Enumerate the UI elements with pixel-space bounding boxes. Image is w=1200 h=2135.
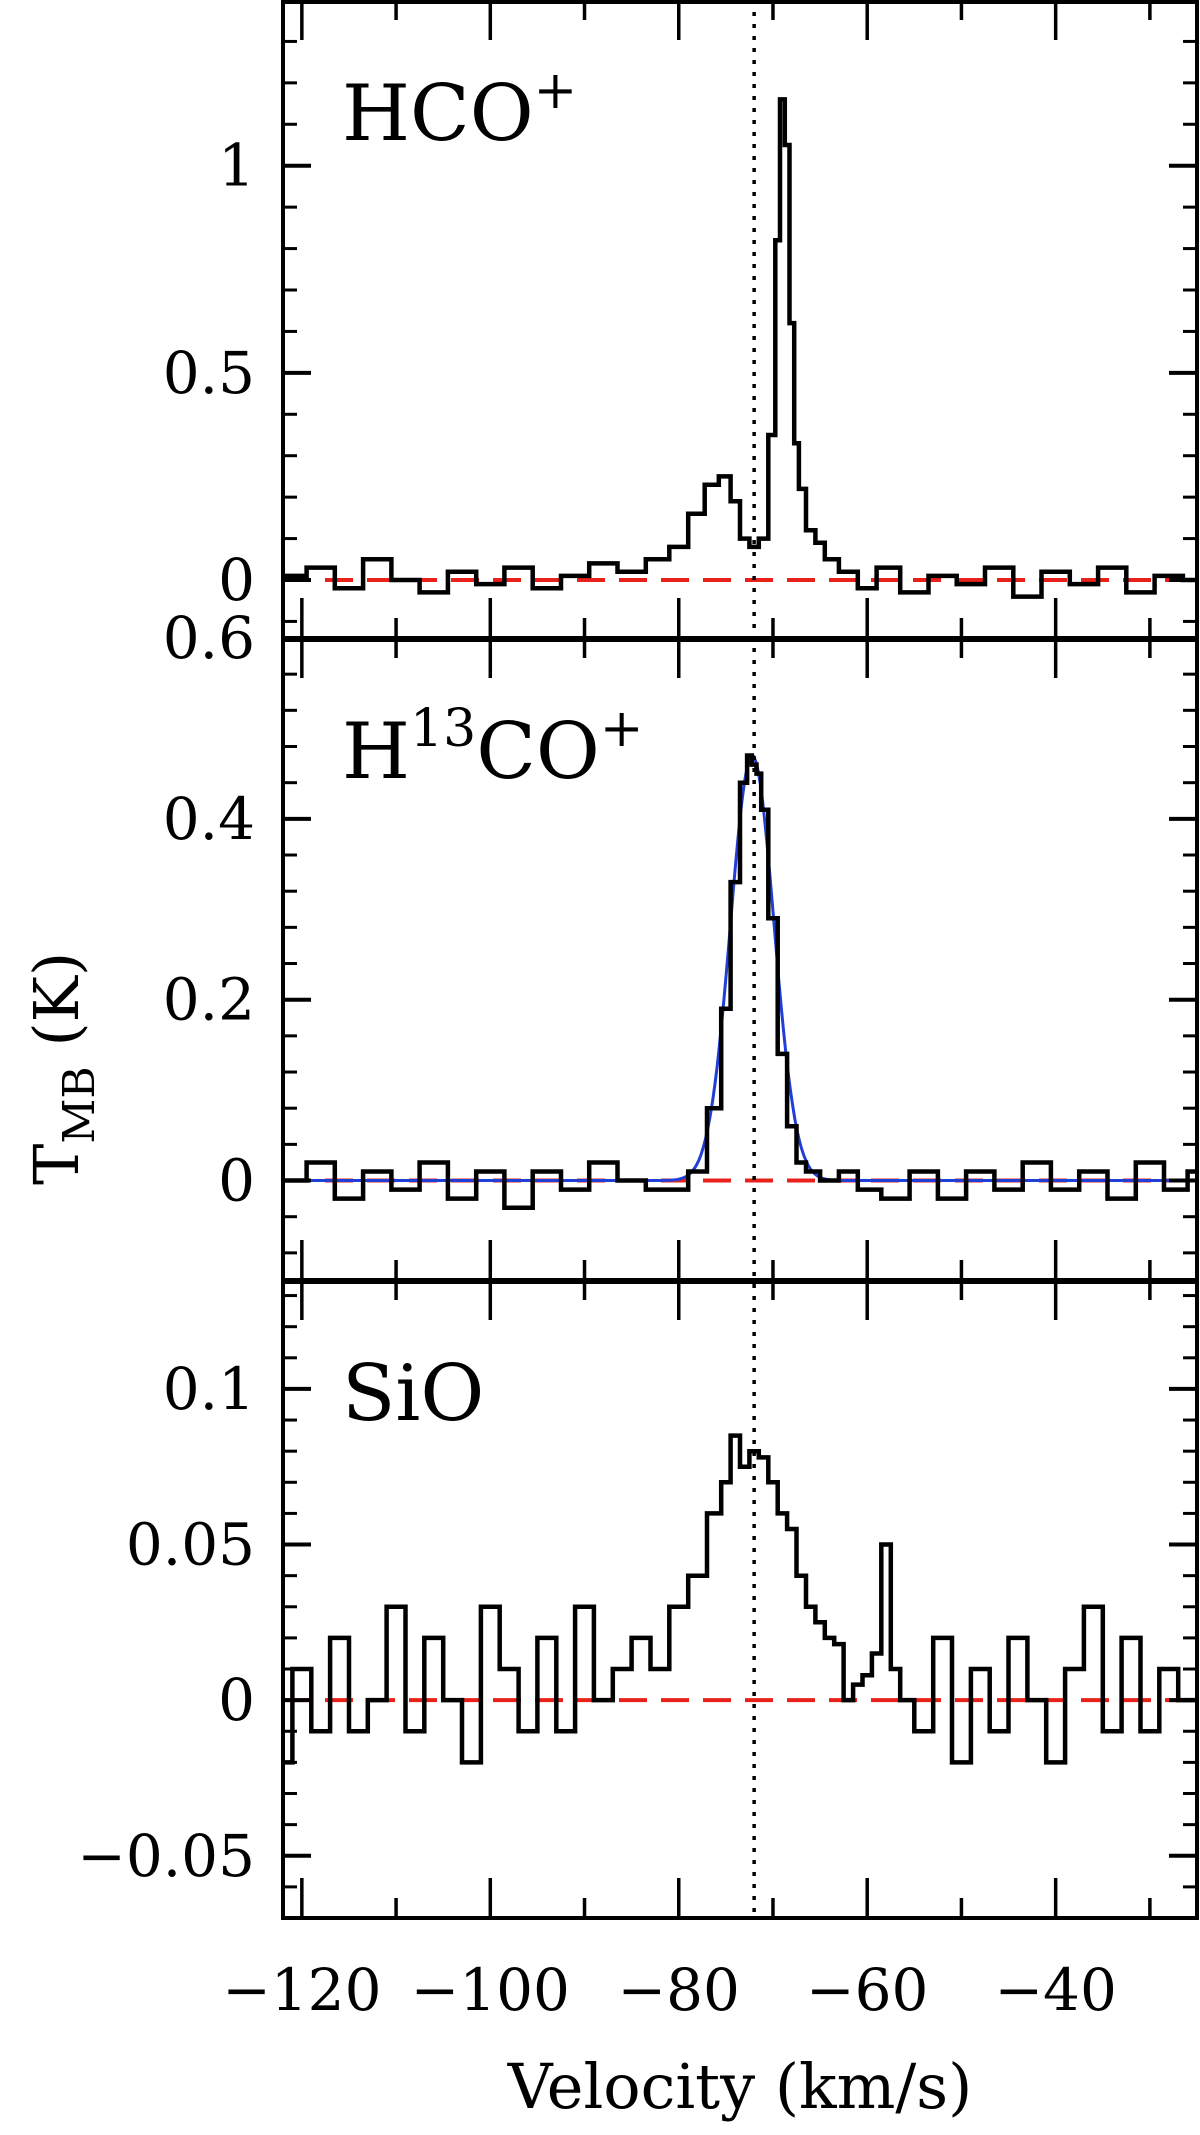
panel-2-ytick-label: 0	[218, 1147, 255, 1215]
panel-3-ytick-label: −0.05	[77, 1822, 255, 1890]
panel-3-frame	[281, 1280, 1199, 1920]
panel-3-ytick-label: 0.05	[126, 1511, 255, 1579]
xtick-label: −80	[618, 1956, 740, 2024]
panel-1-molecule-label: HCO+	[342, 61, 577, 159]
panel-2-ytick-label: 0.4	[163, 785, 255, 853]
xtick-label: −120	[222, 1956, 381, 2024]
xtick-label: −40	[994, 1956, 1116, 2024]
panel-3-molecule-label: SiO	[342, 1349, 484, 1439]
panel-2-molecule-label: H13CO+	[342, 699, 643, 797]
panel-2-ytick-label: 0.6	[163, 604, 255, 672]
panel-1-spectrum-line	[283, 97, 1197, 599]
xtick-label: −100	[411, 1956, 570, 2024]
panel-2-ytick-label: 0.2	[163, 966, 255, 1034]
panel-1-ytick-label: 1	[218, 132, 255, 200]
x-axis-title: Velocity (km/s)	[507, 2050, 973, 2123]
y-axis-title: TMB (K)	[20, 952, 105, 1185]
panel-1-ytick-label: 0	[218, 546, 255, 614]
xtick-label: −60	[806, 1956, 928, 2024]
panel-3-ytick-label: 0.1	[163, 1355, 255, 1423]
panel-3-ytick-label: 0	[218, 1666, 255, 1734]
panel-3-spectrum-line	[283, 1433, 1197, 1765]
panel-2-spectrum-line	[283, 753, 1197, 1210]
panel-1-ytick-label: 0.5	[163, 339, 255, 407]
